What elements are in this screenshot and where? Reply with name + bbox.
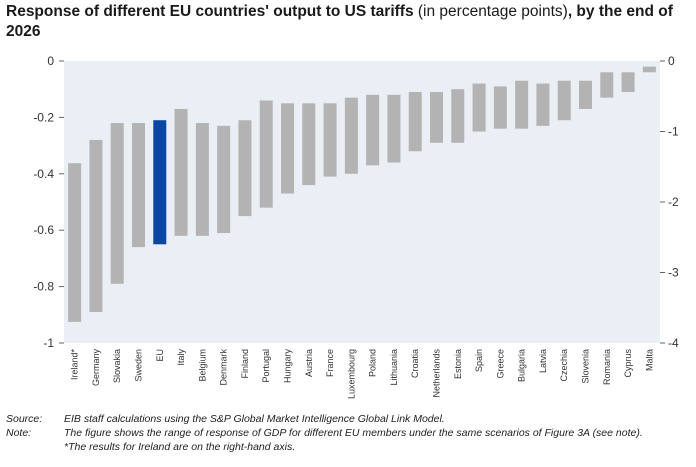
chart-notes: Source: EIB staff calculations using the… [6, 412, 690, 454]
category-label: Czechia [559, 349, 569, 382]
left-axis: -1 -0.8 -0.6 -0.4 -0.2 0 [33, 54, 64, 350]
category-label: Italy [176, 349, 186, 366]
bar-romania [600, 72, 614, 98]
bar-denmark [217, 125, 231, 234]
category-label: Malta [644, 349, 654, 371]
right-tick-label: -1 [668, 125, 679, 139]
footnote-row: *The results for Ireland are on the righ… [6, 440, 690, 454]
category-label: Slovenia [581, 349, 591, 384]
bar-france [323, 103, 337, 177]
bar-lithuania [387, 94, 401, 163]
category-label: France [325, 349, 335, 377]
left-tick-label: -0.6 [33, 223, 54, 237]
source-text: EIB staff calculations using the S&P Glo… [64, 413, 445, 425]
category-label: EU [155, 349, 165, 362]
source-row: Source: EIB staff calculations using the… [6, 412, 690, 426]
category-label: Sweden [134, 349, 144, 382]
title-unit: (in percentage points) [413, 3, 568, 20]
title-main: Response of different EU countries' outp… [6, 3, 414, 20]
category-label: Portugal [261, 349, 271, 383]
left-tick-label: -0.4 [33, 167, 54, 181]
right-axis: -4 -3 -2 -1 0 [660, 54, 679, 350]
bar-cyprus [621, 72, 635, 93]
bar-ireland [68, 163, 82, 322]
footnote-text: *The results for Ireland are on the righ… [64, 441, 296, 453]
bar-sweden [132, 123, 145, 248]
bar-latvia [536, 83, 550, 126]
source-label: Source: [6, 413, 43, 425]
category-label: Ireland* [70, 349, 80, 381]
bar-italy [174, 108, 188, 236]
right-tick-label: -4 [668, 336, 679, 350]
category-label: Hungary [283, 349, 293, 384]
bar-greece [493, 86, 507, 129]
category-label: Luxembourg [346, 349, 356, 399]
note-row: Note: The figure shows the range of resp… [6, 426, 690, 440]
category-label: Estonia [453, 349, 463, 379]
category-label: Slovakia [112, 349, 122, 383]
bar-belgium [195, 123, 209, 236]
bar-portugal [259, 100, 273, 208]
bar-germany [89, 139, 103, 312]
bar-slovakia [110, 123, 124, 284]
bar-estonia [451, 89, 465, 143]
note-text: The figure shows the range of response o… [64, 427, 643, 439]
bar-luxembourg [344, 97, 358, 174]
title-period: , by the end of 2026 [6, 3, 673, 40]
chart-title: Response of different EU countries' outp… [6, 2, 690, 42]
right-tick-label: -2 [668, 195, 679, 209]
bar-slovenia [579, 80, 592, 109]
right-tick-label: 0 [668, 54, 675, 68]
category-label: Austria [304, 349, 314, 377]
category-label: Latvia [538, 349, 548, 373]
category-label: Romania [602, 349, 612, 385]
bar-series [68, 66, 656, 322]
category-label: Croatia [410, 349, 420, 378]
bar-croatia [408, 92, 422, 152]
category-labels: Ireland* Germany Slovakia Sweden EU Italy Belg… [70, 349, 655, 400]
category-label: Lithuania [389, 349, 399, 386]
bar-chart: -1 -0.8 -0.6 -0.4 -0.2 0 -4 -3 -2 -1 0 Ireland* Ge… [33, 54, 679, 400]
category-label: Belgium [197, 349, 207, 382]
bar-spain [472, 83, 486, 132]
left-tick-label: 0 [47, 54, 54, 68]
category-label: Netherlands [432, 349, 442, 398]
right-tick-label: -3 [668, 266, 679, 280]
bar-eu [153, 120, 167, 245]
category-label: Germany [91, 349, 101, 387]
category-label: Spain [474, 349, 484, 372]
category-label: Cyprus [623, 349, 633, 378]
bar-bulgaria [515, 80, 529, 129]
category-label: Poland [368, 349, 378, 377]
bar-netherlands [430, 92, 443, 143]
category-label: Bulgaria [517, 349, 527, 382]
bar-austria [302, 103, 316, 186]
left-tick-label: -0.8 [33, 280, 54, 294]
category-label: Finland [240, 349, 250, 379]
category-label: Greece [495, 349, 505, 379]
bar-czechia [557, 80, 571, 121]
left-tick-label: -1 [43, 336, 54, 350]
bar-poland [366, 94, 380, 166]
bar-finland [238, 120, 252, 217]
bar-malta [642, 66, 656, 73]
left-tick-label: -0.2 [33, 110, 54, 124]
category-label: Denmark [219, 349, 229, 386]
note-label: Note: [6, 427, 32, 439]
bar-hungary [281, 103, 294, 194]
